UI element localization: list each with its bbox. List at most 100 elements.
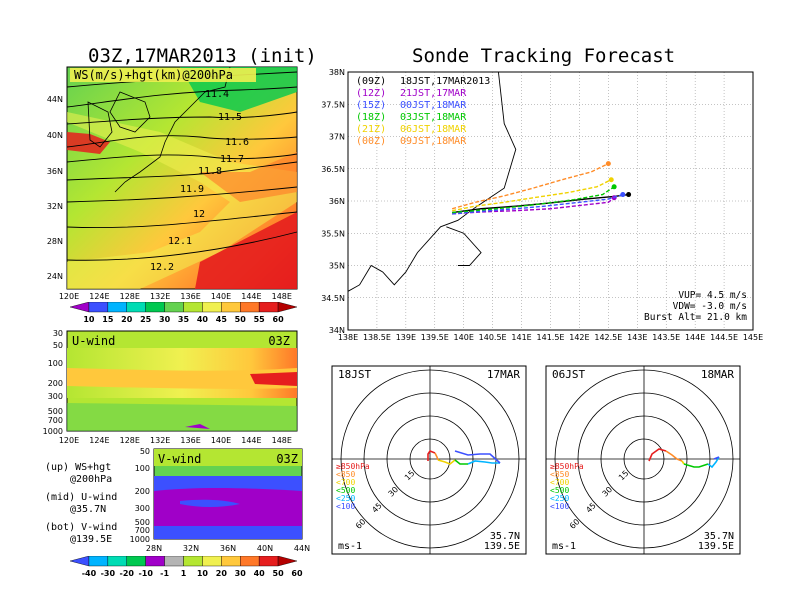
wind-colorbar: -40 -30 -20 -10 -1 1 10 20 30 40 50 60 bbox=[69, 556, 303, 578]
lon-tick: 148E bbox=[272, 292, 292, 301]
lon-tick: 124E bbox=[89, 436, 109, 445]
track-legend-jst: 09JST,18MAR bbox=[400, 136, 467, 147]
hodo-trace bbox=[437, 459, 456, 465]
vwind-label: V-wind bbox=[158, 452, 201, 466]
lon-tick: 124E bbox=[89, 292, 109, 301]
colorbar-label: 45 bbox=[216, 315, 228, 324]
hodo-level-label: <700 bbox=[550, 478, 569, 487]
map-lat-tick: 40N bbox=[47, 131, 63, 140]
track-line bbox=[451, 162, 609, 210]
lon-tick: 148E bbox=[272, 436, 292, 445]
track-endpoint bbox=[611, 184, 617, 190]
track-legend-time: (15Z) bbox=[356, 100, 386, 111]
map-lat-tick: 32N bbox=[47, 202, 63, 211]
coastline-boso bbox=[446, 226, 482, 266]
vwind-p-tick: 300 bbox=[135, 504, 150, 513]
vwind-lat-tick: 28N bbox=[146, 544, 162, 553]
lon-tick: 132E bbox=[150, 436, 170, 445]
hodo-time: 06JST bbox=[552, 368, 585, 381]
uwind-p-tick: 1000 bbox=[43, 427, 63, 436]
track-lon-tick: 144.5E bbox=[710, 333, 738, 342]
uwind-p-tick: 100 bbox=[48, 359, 63, 368]
colorbar-label: -10 bbox=[138, 569, 153, 578]
hodo-time: 18JST bbox=[338, 368, 371, 381]
track-lat-tick: 36.5N bbox=[321, 165, 345, 174]
hodo-pos: 139.5E bbox=[698, 541, 734, 552]
contour-label: 12.2 bbox=[150, 262, 174, 273]
lon-tick: 136E bbox=[180, 292, 200, 301]
uwind-p-tick: 700 bbox=[48, 416, 63, 425]
contour-label: 11.5 bbox=[218, 112, 242, 123]
vwind-lat-ticks: 28N 32N 36N 40N 44N bbox=[146, 544, 310, 553]
hodo-trace bbox=[454, 450, 501, 464]
colorbar-label: 35 bbox=[178, 315, 190, 324]
legend-line: (bot) V-wind bbox=[45, 522, 118, 533]
colorbar-label: 30 bbox=[159, 315, 171, 324]
contour-label: 11.8 bbox=[198, 166, 222, 177]
hodo-unit: ms-1 bbox=[338, 541, 362, 552]
hodo-trace bbox=[681, 460, 685, 465]
uwind-p-tick: 50 bbox=[53, 341, 63, 350]
colorbar-swatch bbox=[240, 556, 260, 567]
hodo-date: 18MAR bbox=[701, 368, 734, 381]
vwind-p-tick: 200 bbox=[135, 487, 150, 496]
colorbar-swatch bbox=[240, 302, 260, 313]
track-endpoint bbox=[608, 177, 614, 183]
hodo-level-label: <250 bbox=[550, 494, 569, 503]
legend-line: @35.7N bbox=[70, 504, 107, 515]
colorbar-label: 60 bbox=[273, 315, 285, 324]
contour-label: 11.9 bbox=[180, 184, 204, 195]
colorbar-label: 40 bbox=[197, 315, 209, 324]
track-legend-time: (21Z) bbox=[356, 124, 386, 135]
uwind-lon-ticks: 120E 124E 128E 132E 136E 140E 144E 148E bbox=[59, 436, 292, 445]
legend-line: (up) WS+hgt bbox=[45, 462, 112, 473]
track-lat-tick: 36N bbox=[329, 197, 345, 206]
colorbar-swatch bbox=[277, 302, 298, 313]
track-legend-time: (00Z) bbox=[356, 136, 386, 147]
colorbar-swatch bbox=[107, 556, 127, 567]
track-lat-tick: 37N bbox=[329, 133, 345, 142]
track-lon-tick: 138E bbox=[338, 333, 358, 342]
hodo-level-label: <100 bbox=[336, 502, 355, 511]
colorbar-swatch bbox=[277, 556, 298, 567]
colorbar-label: 50 bbox=[235, 315, 247, 324]
uwind-p-tick: 30 bbox=[53, 329, 63, 338]
colorbar-swatch bbox=[107, 302, 127, 313]
colorbar-label: -40 bbox=[82, 569, 97, 578]
colorbar-label: -1 bbox=[160, 569, 169, 578]
colorbar-label: 20 bbox=[121, 315, 133, 324]
ws-colorbar: 10 15 20 25 30 35 40 45 50 55 60 bbox=[69, 302, 298, 324]
colorbar-label: 40 bbox=[254, 569, 266, 578]
hodo-trace bbox=[454, 459, 468, 465]
track-lon-tick: 141E bbox=[511, 333, 531, 342]
track-endpoint bbox=[605, 161, 611, 167]
track-lon-tick: 140.5E bbox=[479, 333, 507, 342]
track-lon-tick: 141.5E bbox=[537, 333, 565, 342]
hodo-level-label: <850 bbox=[336, 470, 355, 479]
hodo-level-label: ≥850hPa bbox=[550, 462, 584, 471]
track-line bbox=[452, 197, 615, 215]
lon-tick: 140E bbox=[211, 292, 231, 301]
track-endpoint bbox=[620, 192, 626, 198]
contour-label: 11.6 bbox=[225, 137, 249, 148]
colorbar-label: 25 bbox=[140, 315, 152, 324]
colorbar-label: 15 bbox=[102, 315, 114, 324]
track-lon-tick: 144E bbox=[685, 333, 705, 342]
vwind-lat-tick: 36N bbox=[220, 544, 236, 553]
track-lat-tick: 34N bbox=[329, 326, 345, 335]
track-lon-tick: 143E bbox=[627, 333, 647, 342]
hodo-trace bbox=[683, 463, 709, 468]
colorbar-swatch bbox=[221, 302, 241, 313]
track-lat-tick: 35.5N bbox=[321, 229, 345, 238]
hodo-pos: 35.7N bbox=[704, 531, 734, 542]
map-overlay-label: WS(m/s)+hgt(km)@200hPa bbox=[74, 68, 233, 82]
colorbar-label: 30 bbox=[235, 569, 247, 578]
uwind-time: 03Z bbox=[268, 334, 290, 348]
left-title: 03Z,17MAR2013 (init) bbox=[88, 45, 317, 67]
colorbar-label: 55 bbox=[254, 315, 266, 324]
vwind-p-tick: 1000 bbox=[130, 535, 150, 544]
colorbar-swatch bbox=[164, 556, 184, 567]
